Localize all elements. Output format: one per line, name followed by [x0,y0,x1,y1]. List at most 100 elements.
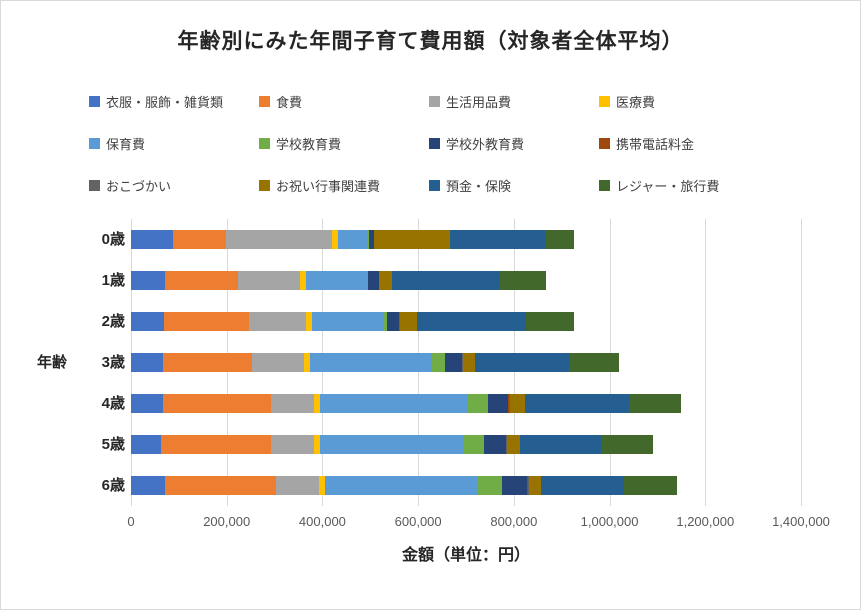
y-category-label: 1歳 [101,272,125,289]
bar-segment [163,394,271,413]
y-category-label: 2歳 [101,313,125,330]
bar-segment [468,394,488,413]
y-category-label: 3歳 [101,354,125,371]
stacked-bar-4歳 [131,394,682,413]
bar-segment [131,435,162,454]
x-tick-label: 800,000 [490,514,538,529]
legend-label: レジャー・旅行費 [616,178,720,194]
bar-segment [544,230,574,249]
y-category-label: 5歳 [101,436,125,453]
bar-segment [368,271,379,290]
bar-segment [248,312,307,331]
bar-segment [386,312,399,331]
legend-item-7: 携帯電話料金 [599,133,769,153]
bar-segment [373,230,450,249]
bar-segment [319,476,325,495]
bar-segment [270,394,314,413]
bar-segment [164,476,277,495]
legend-label: 衣服・服飾・雑貨類 [106,94,224,110]
bar-segment [506,435,508,454]
bar-segment [131,476,165,495]
bar-segment [164,271,238,290]
bar-segment [305,271,367,290]
bar-segment [483,435,506,454]
legend-swatch-icon [89,179,100,191]
legend-item-0: 衣服・服飾・雑貨類 [89,91,259,111]
legend-item-8: おこづかい [89,175,259,195]
bar-segment [251,353,305,372]
bar-segment [310,353,433,372]
bar-segment [131,394,164,413]
bar-segment [320,435,464,454]
bar-segment [392,271,501,290]
bar-segment [313,435,320,454]
x-tick-label: 200,000 [203,514,251,529]
bar-segment [507,435,520,454]
legend-swatch-icon [429,137,440,149]
legend-item-3: 医療費 [599,91,769,111]
legend-label: 学校教育費 [276,136,342,152]
bar-segment [299,271,306,290]
legend-swatch-icon [259,137,270,149]
bar-segment [526,312,575,331]
legend-item-4: 保育費 [89,133,259,153]
bar-segment [237,271,300,290]
stacked-bar-0歳 [131,230,574,249]
chart-title: 年齢別にみた年間子育て費用額（対象者全体平均） [177,30,684,53]
bar-segment [312,312,385,331]
x-tick-label: 0 [127,514,135,529]
bar-segment [462,353,475,372]
bar-segment [378,271,393,290]
legend-label: 食費 [276,94,303,110]
bar-segment [474,353,569,372]
bar-segment [601,435,654,454]
bar-segment [508,394,510,413]
bar-segment [519,435,602,454]
bar-segment [306,312,313,331]
legend-swatch-icon [259,95,270,107]
bar-segment [477,476,502,495]
stacked-bar-5歳 [131,435,654,454]
bar-segment [449,230,545,249]
legend-item-11: レジャー・旅行費 [599,175,769,195]
legend-item-5: 学校教育費 [259,133,429,153]
gridline [801,219,802,506]
legend-item-9: お祝い行事関連費 [259,175,429,195]
legend-label: お祝い行事関連費 [276,178,381,194]
stacked-bar-2歳 [131,312,575,331]
legend-swatch-icon [259,179,270,191]
bar-segment [369,230,374,249]
bar-segment [368,230,370,249]
x-tick-label: 400,000 [298,514,346,529]
bar-segment [162,353,252,372]
bar-segment [500,271,546,290]
bar-segment [628,394,682,413]
bar-segment [313,394,321,413]
stacked-bar-1歳 [131,271,546,290]
bar-segment [332,230,339,249]
bar-segment [226,230,333,249]
x-tick-label: 600,000 [394,514,442,529]
x-tick-label: 1,000,000 [580,514,639,529]
bar-segment [540,476,625,495]
bar-segment [276,476,320,495]
y-category-label: 4歳 [101,395,125,412]
y-category-label: 0歳 [101,231,125,248]
bar-segment [131,230,174,249]
legend-swatch-icon [429,95,440,107]
x-tick-label: 1,400,000 [772,514,830,529]
bar-segment [384,312,387,331]
bar-segment [463,435,484,454]
legend-swatch-icon [89,95,100,107]
bar-segment [131,353,163,372]
bar-segment [163,312,249,331]
bar-segment [568,353,620,372]
legend-item-6: 学校外教育費 [429,133,599,153]
legend-item-10: 預金・保険 [429,175,599,195]
bar-segment [417,312,527,331]
stacked-bar-3歳 [131,353,620,372]
gridline [705,219,707,506]
legend-swatch-icon [599,179,610,191]
bar-segment [161,435,271,454]
plot-area [131,219,802,506]
